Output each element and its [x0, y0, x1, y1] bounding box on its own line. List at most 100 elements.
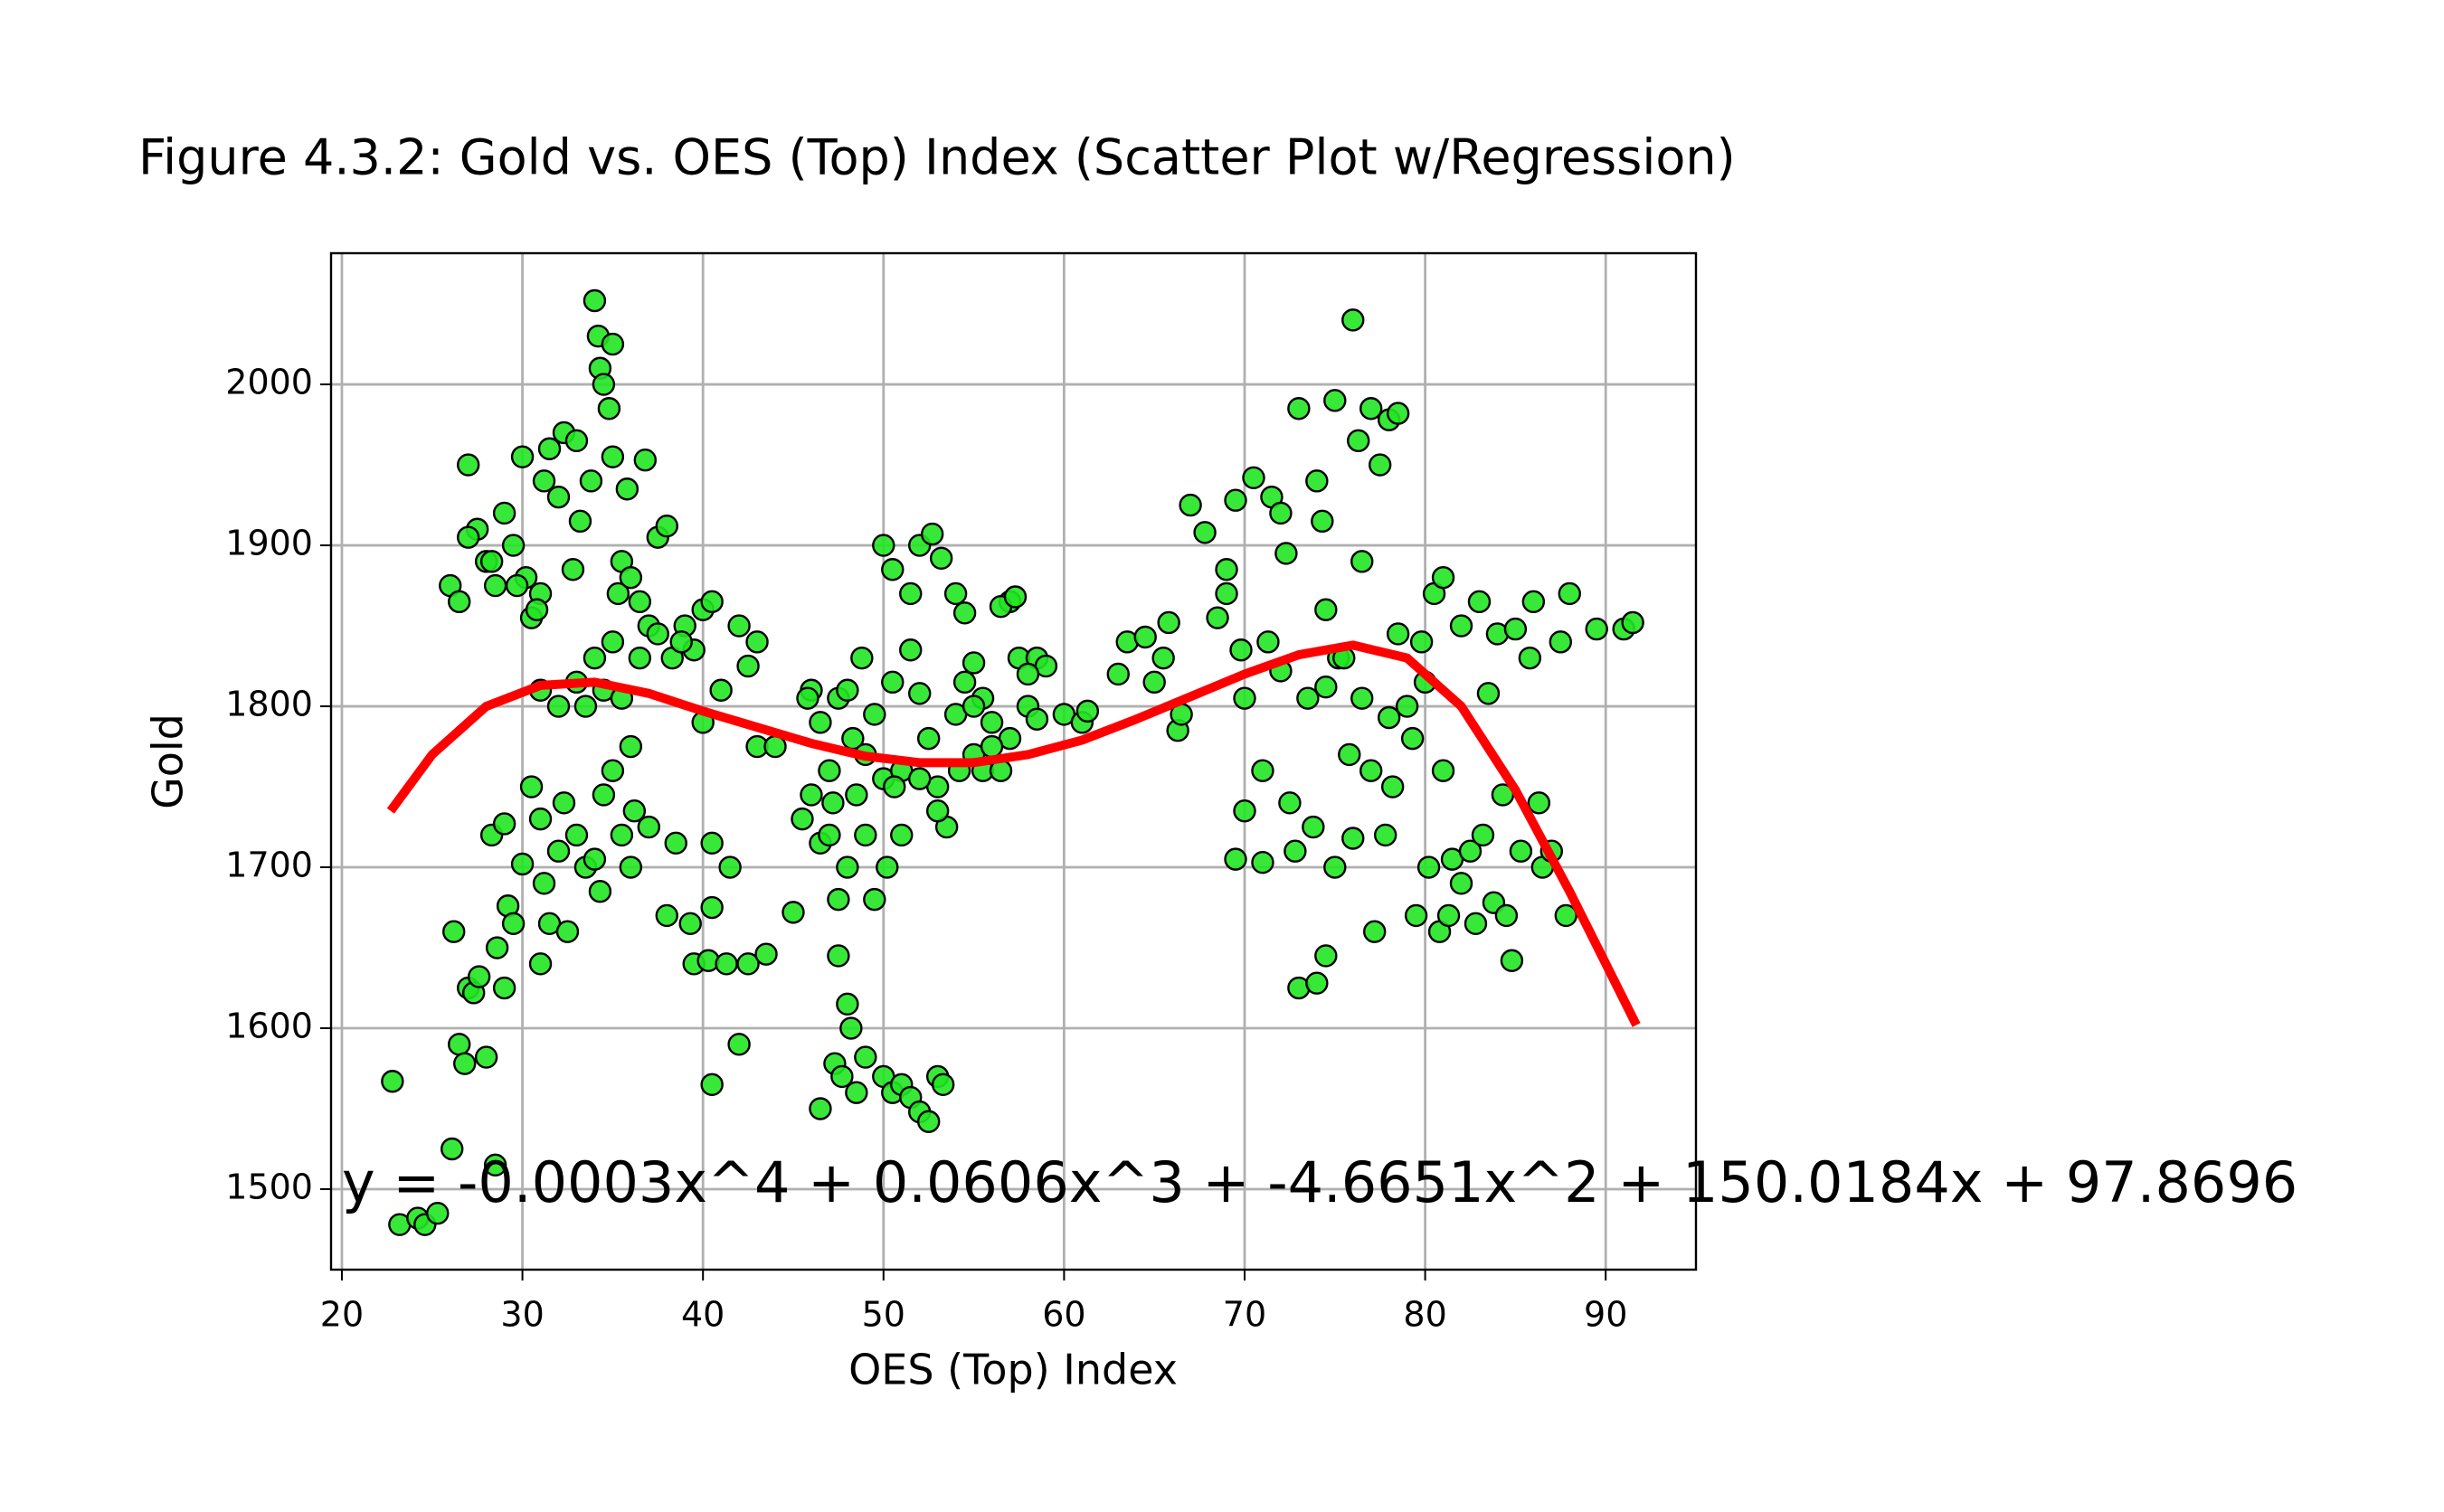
point	[628, 646, 652, 670]
point	[1215, 558, 1238, 581]
point	[700, 590, 724, 614]
point	[1338, 742, 1361, 767]
point	[899, 638, 923, 662]
point	[628, 590, 652, 614]
point	[555, 920, 580, 943]
point	[510, 852, 535, 876]
point	[552, 791, 576, 815]
point	[492, 976, 516, 1000]
point	[920, 522, 944, 546]
point	[573, 695, 598, 718]
point	[597, 397, 621, 421]
point	[827, 944, 850, 968]
point	[830, 1064, 854, 1089]
point	[1287, 397, 1311, 421]
point	[622, 799, 647, 823]
point	[532, 872, 556, 895]
point	[883, 775, 906, 799]
point	[863, 887, 886, 912]
point	[501, 534, 526, 557]
point	[1296, 686, 1320, 710]
point	[519, 775, 544, 799]
point	[1274, 542, 1298, 565]
regression-equation: y = -0.0003x^4 + 0.0606x^3 + -4.6651x^2 …	[342, 1149, 2297, 1215]
y-tick-label: 1600	[225, 1006, 313, 1046]
point	[1311, 509, 1334, 534]
point	[619, 734, 643, 759]
point	[1373, 823, 1397, 847]
point	[448, 1033, 471, 1056]
point	[1471, 823, 1495, 847]
point	[796, 686, 819, 710]
point	[908, 682, 932, 705]
point	[1467, 590, 1492, 614]
x-tick-label: 60	[1042, 1295, 1085, 1335]
point	[1341, 308, 1365, 332]
point	[483, 573, 507, 598]
x-tick-label: 30	[500, 1295, 544, 1335]
point	[1256, 630, 1280, 654]
point	[1436, 903, 1461, 928]
point	[1233, 799, 1256, 823]
point	[1377, 705, 1401, 730]
point	[1278, 791, 1302, 815]
point	[1395, 695, 1419, 718]
point	[1500, 949, 1524, 972]
point	[1464, 912, 1488, 936]
point	[1206, 606, 1229, 629]
point	[836, 855, 859, 879]
point	[800, 783, 823, 807]
point	[700, 1073, 724, 1097]
point	[1494, 903, 1519, 928]
point	[818, 823, 841, 847]
point	[1554, 903, 1577, 928]
point	[881, 670, 905, 695]
point	[467, 965, 491, 988]
point	[1025, 707, 1049, 731]
point	[1305, 971, 1329, 995]
point	[876, 855, 899, 879]
point	[588, 880, 612, 903]
point	[492, 812, 516, 836]
x-tick-label: 20	[320, 1295, 364, 1335]
point	[1229, 638, 1253, 662]
point	[579, 469, 603, 493]
point	[528, 952, 553, 976]
point	[615, 477, 639, 501]
point	[700, 831, 724, 855]
point	[745, 630, 769, 654]
point	[850, 646, 874, 670]
point	[925, 799, 950, 823]
point	[1400, 726, 1425, 751]
point	[483, 1153, 507, 1177]
y-axis-label: Gold	[144, 713, 193, 809]
y-tick-label: 1500	[225, 1167, 313, 1207]
point	[1621, 610, 1644, 635]
point	[1151, 646, 1175, 670]
y-tick-label: 1700	[225, 846, 313, 885]
point	[583, 288, 607, 313]
point	[619, 565, 643, 590]
point	[456, 453, 480, 477]
point	[1386, 402, 1410, 425]
point	[854, 823, 877, 847]
point	[836, 992, 859, 1016]
grid	[331, 253, 1696, 1270]
point	[709, 678, 733, 702]
point	[1305, 469, 1329, 493]
point	[961, 651, 986, 675]
point	[1284, 839, 1307, 863]
point	[583, 646, 607, 670]
point	[564, 429, 589, 453]
point	[1323, 855, 1347, 879]
point	[492, 501, 516, 525]
point	[1404, 903, 1428, 928]
point	[782, 901, 805, 924]
point	[633, 449, 658, 472]
point	[568, 509, 592, 534]
point	[1431, 565, 1455, 590]
point	[1476, 682, 1501, 705]
point	[929, 546, 953, 570]
